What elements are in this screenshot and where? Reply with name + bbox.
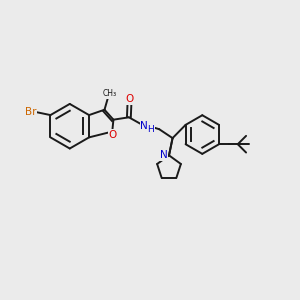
Text: O: O (109, 130, 117, 140)
Text: O: O (125, 94, 134, 104)
Text: CH₃: CH₃ (103, 89, 117, 98)
Text: N: N (140, 121, 148, 131)
Text: N: N (160, 150, 167, 160)
Text: Br: Br (25, 107, 37, 117)
Text: H: H (148, 125, 154, 134)
